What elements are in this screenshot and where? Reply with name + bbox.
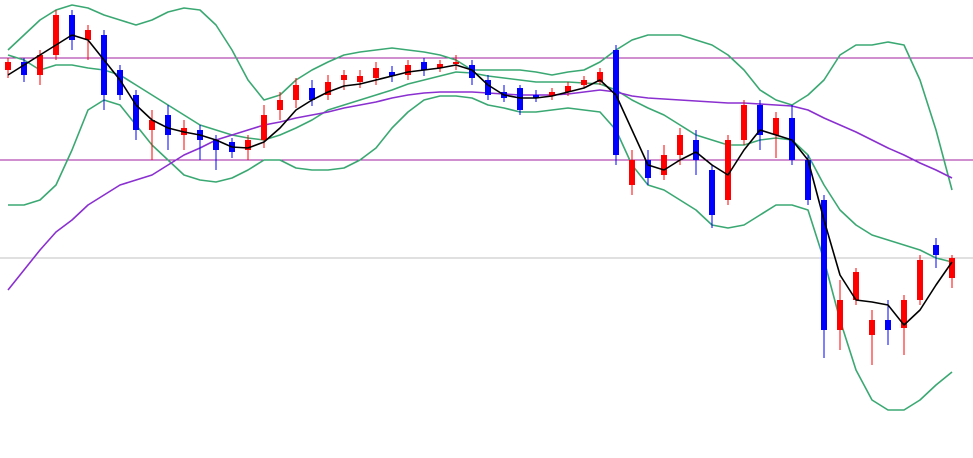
candle-body — [853, 272, 859, 300]
candle-body — [597, 72, 603, 82]
indicator-line — [8, 95, 953, 411]
candle-body — [917, 260, 923, 300]
candle-body — [949, 258, 955, 278]
candle-body — [677, 135, 683, 155]
indicator-line — [7, 4, 953, 191]
candle-body — [613, 50, 619, 155]
candle-body — [245, 140, 251, 150]
candle-body — [789, 118, 795, 160]
candle-body — [325, 82, 331, 95]
candle-body — [5, 62, 11, 70]
candle-body — [293, 85, 299, 100]
candle-body — [837, 300, 843, 330]
candle-body — [357, 76, 363, 82]
candle-body — [693, 140, 699, 160]
candle-body — [757, 105, 763, 135]
candle-body — [933, 245, 939, 255]
candle-body — [869, 320, 875, 335]
candle-body — [725, 140, 731, 200]
candle-body — [901, 300, 907, 328]
candle-body — [277, 100, 283, 110]
candle-body — [389, 72, 395, 76]
moving-average-line — [7, 34, 953, 326]
indicator-line — [7, 89, 953, 291]
candle-body — [805, 160, 811, 200]
candle-body — [661, 155, 667, 175]
candle-body — [101, 35, 107, 95]
candle-body — [709, 170, 715, 215]
candle-body — [117, 70, 123, 95]
candle-body — [165, 115, 171, 135]
candle-body — [309, 88, 315, 100]
candle-body — [885, 320, 891, 330]
candle-body — [821, 200, 827, 330]
candle-body — [645, 160, 651, 178]
candle-body — [373, 68, 379, 78]
candle-body — [149, 120, 155, 130]
candle-body — [741, 105, 747, 140]
candle-body — [21, 62, 27, 75]
candle-body — [565, 86, 571, 92]
candle-body — [469, 65, 475, 78]
candle-body — [533, 95, 539, 98]
candle-body — [133, 95, 139, 130]
candle-body — [53, 15, 59, 55]
candle-body — [549, 92, 555, 96]
candle-body — [437, 64, 443, 68]
candle-body — [85, 30, 91, 40]
candle-body — [581, 80, 587, 85]
candle-body — [69, 15, 75, 40]
indicator-line — [7, 54, 953, 263]
candle-body — [261, 115, 267, 140]
candle-body — [453, 62, 459, 64]
candle-body — [405, 65, 411, 75]
candle-body — [629, 160, 635, 185]
candle-body — [517, 88, 523, 110]
candle-body — [773, 118, 779, 135]
candle-body — [485, 80, 491, 95]
candle-body — [37, 55, 43, 75]
candle-body — [341, 75, 347, 80]
candle-body — [213, 140, 219, 150]
candle-body — [421, 62, 427, 70]
